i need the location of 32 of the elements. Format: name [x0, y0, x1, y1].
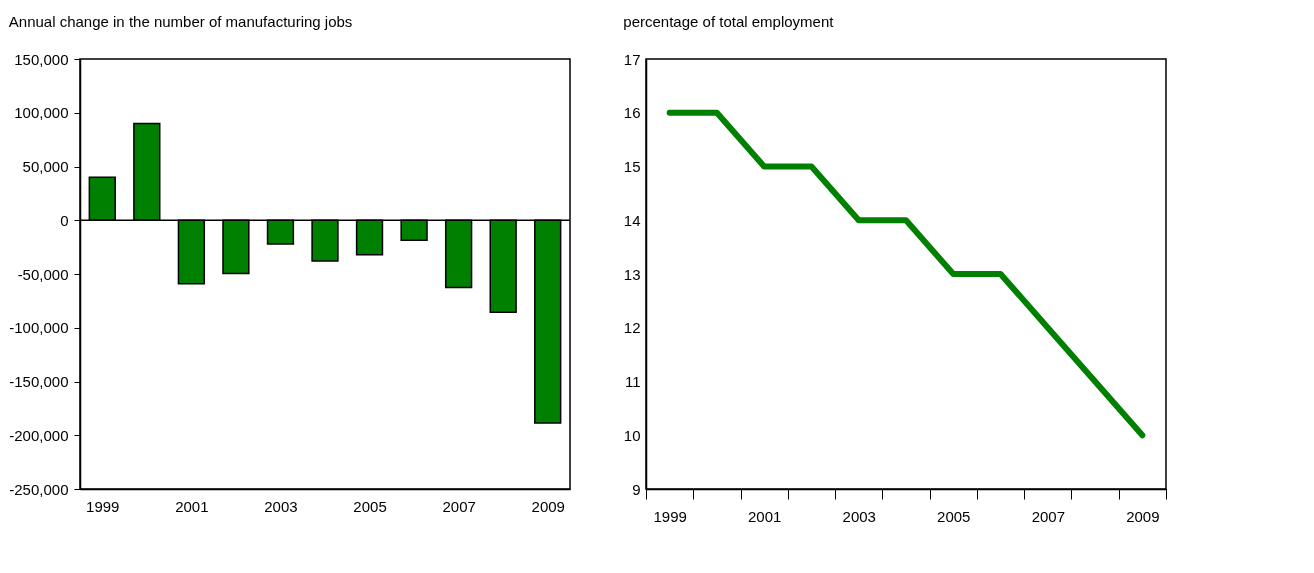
y-tick-label: -200,000 [9, 426, 69, 444]
chart-title: Annual change in the number of manufacturing jobs [8, 13, 353, 30]
y-tick-label: 13 [623, 265, 641, 283]
x-tick-label: 2007 [442, 497, 476, 515]
y-tick-label: 14 [623, 211, 641, 229]
y-tick-label: 9 [632, 480, 641, 498]
x-tick-label: 2001 [175, 497, 209, 515]
x-tick-label: 2007 [1031, 507, 1066, 525]
x-tick-label: 2005 [353, 497, 387, 515]
y-tick-label: 11 [624, 373, 641, 390]
y-tick-label: 12 [623, 319, 641, 337]
y-tick-label: 15 [623, 158, 641, 175]
y-tick-label: -100,000 [9, 319, 69, 337]
x-tick-label: 2005 [937, 507, 971, 525]
y-tick-label: 0 [60, 211, 69, 229]
y-tick-label: 17 [623, 50, 641, 68]
y-tick-label: -150,000 [9, 373, 69, 390]
y-tick-label: 50,000 [22, 158, 69, 175]
y-tick-label: 10 [623, 426, 641, 444]
y-tick-label: -250,000 [9, 480, 69, 498]
x-tick-label: 1999 [653, 507, 687, 525]
x-tick-label: 2003 [842, 507, 876, 525]
x-tick-label: 2001 [747, 507, 782, 525]
y-tick-label: 100,000 [14, 104, 69, 122]
y-tick-label: -50,000 [17, 265, 69, 283]
y-tick-label: 16 [623, 104, 641, 122]
x-tick-label: 2009 [1126, 507, 1160, 525]
y-tick-label: 150,000 [14, 50, 69, 68]
x-tick-label: 2009 [531, 497, 565, 515]
x-tick-label: 2003 [264, 497, 298, 515]
chart-title: percentage of total employment [623, 13, 835, 30]
x-tick-label: 1999 [86, 497, 120, 515]
